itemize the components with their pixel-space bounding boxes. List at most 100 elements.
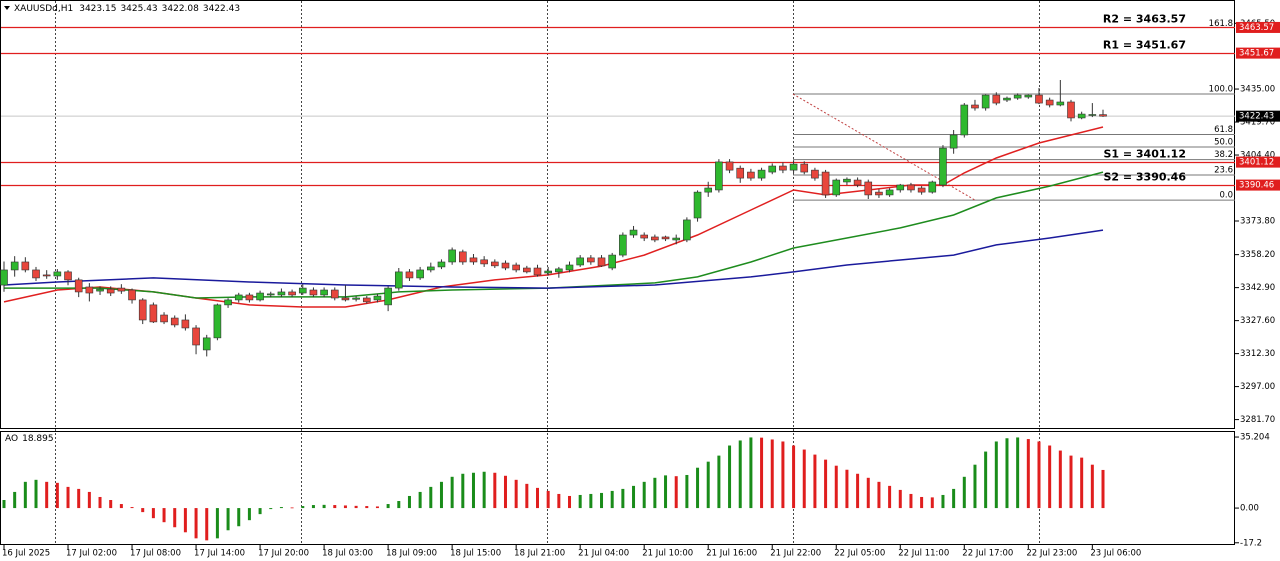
candle-body <box>320 289 328 296</box>
ao-bar <box>664 475 668 509</box>
ao-bar <box>1080 457 1084 509</box>
candle-body <box>843 178 851 183</box>
x-tick-label: 22 Jul 05:00 <box>834 549 885 559</box>
ao-bar <box>205 508 209 541</box>
fib-label: 50.0 <box>1214 138 1233 148</box>
ao-bar <box>23 481 27 509</box>
x-tick-label: 18 Jul 03:00 <box>322 549 373 559</box>
ao-bar <box>834 465 838 509</box>
ao-bar <box>962 476 966 509</box>
ao-bar <box>824 459 828 509</box>
ao-bar <box>653 477 657 509</box>
level-label: S2 = 3390.46 <box>1103 171 1186 184</box>
open: 3423.15 <box>79 4 116 14</box>
candle-body <box>128 289 136 301</box>
ao-bar <box>600 492 604 509</box>
ao-header: AO 18.895 <box>5 434 54 444</box>
candle-body <box>192 327 200 346</box>
ao-bar <box>119 504 123 509</box>
candle-body <box>266 293 275 296</box>
candle-body <box>245 294 254 301</box>
ao-bar <box>55 482 59 509</box>
moving-average <box>3 229 1104 289</box>
candle-body <box>480 259 488 265</box>
candle-body <box>234 294 243 301</box>
x-tick-label: 22 Jul 23:00 <box>1026 549 1077 559</box>
candle-body <box>864 181 873 196</box>
candle-body <box>928 181 937 193</box>
candle-body <box>608 254 616 269</box>
ao-bar <box>930 497 934 509</box>
ao-bar <box>258 508 262 515</box>
ao-bar <box>365 506 369 509</box>
x-tick-label: 21 Jul 22:00 <box>770 549 821 559</box>
ao-bar <box>610 490 614 509</box>
y-tick-label: 3435.00 <box>1240 85 1275 95</box>
candle-body <box>437 261 446 268</box>
candle-body <box>1013 94 1022 99</box>
ao-bar <box>333 505 337 509</box>
fib-label: 38.2 <box>1214 150 1233 160</box>
candle-body <box>160 314 168 323</box>
ao-bar <box>247 508 251 521</box>
candle-body <box>576 257 584 266</box>
ao-bar <box>802 449 806 509</box>
ao-bar <box>1037 441 1041 509</box>
y-tick-label: 3281.70 <box>1240 415 1275 425</box>
ao-bar <box>632 485 636 509</box>
candle-body <box>1056 101 1065 106</box>
x-tick-label: 18 Jul 09:00 <box>386 549 437 559</box>
menu-arrow[interactable] <box>4 6 10 10</box>
candle-body <box>544 270 552 274</box>
price-tag <box>1236 47 1280 59</box>
ao-bar <box>354 505 358 509</box>
x-tick-label: 21 Jul 10:00 <box>642 549 693 559</box>
candle-body <box>96 288 104 292</box>
ao-bar <box>952 488 956 509</box>
candle-body <box>885 189 894 196</box>
x-tick-label: 21 Jul 16:00 <box>706 549 757 559</box>
candle-body <box>32 269 40 279</box>
candle-body <box>768 165 777 173</box>
ao-bar <box>450 476 454 509</box>
ao-bar <box>290 507 294 509</box>
ao-bar <box>728 445 732 509</box>
x-tick-label: 17 Jul 20:00 <box>258 549 309 559</box>
main-panel <box>0 0 1235 429</box>
x-tick-label: 17 Jul 02:00 <box>66 549 117 559</box>
ao-bar <box>226 508 230 531</box>
ao-bar <box>322 504 326 509</box>
candle-body <box>523 267 531 273</box>
candle-body <box>42 274 51 277</box>
candle-body <box>459 251 467 263</box>
ao-bar <box>343 505 347 509</box>
ao-bar <box>2 500 6 509</box>
candle-body <box>1045 99 1054 106</box>
candle-body <box>811 169 819 179</box>
price-tag <box>1236 179 1280 191</box>
ao-bar <box>439 481 443 509</box>
x-tick-label: 21 Jul 04:00 <box>578 549 629 559</box>
ao-bar <box>375 506 379 509</box>
ao-bar <box>1069 455 1073 509</box>
y-tick-label: 3419.70 <box>1240 118 1275 128</box>
ao-bar <box>1016 437 1020 509</box>
candle-body <box>373 295 382 301</box>
candle-body <box>384 287 392 306</box>
candle-body <box>875 191 883 196</box>
candle-body <box>1024 94 1033 98</box>
ao-bar <box>407 495 411 509</box>
price-tag-label: 3390.46 <box>1239 181 1274 191</box>
candle-body <box>469 257 478 263</box>
ao-bar <box>237 508 241 527</box>
candle-body <box>224 299 232 306</box>
level-label: R1 = 3451.67 <box>1103 39 1186 52</box>
ao-bar <box>1048 445 1052 509</box>
ao-bar <box>130 507 134 509</box>
close: 3422.43 <box>203 4 240 14</box>
candle-body <box>10 261 19 271</box>
candle-body <box>992 94 1001 104</box>
candle-body <box>640 234 649 239</box>
current-price-tag <box>1236 110 1280 122</box>
ao-bar <box>173 508 177 528</box>
